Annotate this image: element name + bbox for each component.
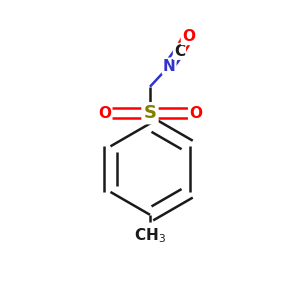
- Text: O: O: [182, 29, 195, 44]
- Text: N: N: [163, 58, 175, 74]
- Text: O: O: [98, 106, 111, 121]
- Text: CH$_3$: CH$_3$: [134, 226, 166, 245]
- Text: O: O: [189, 106, 202, 121]
- Text: S: S: [143, 104, 157, 122]
- Text: C: C: [174, 44, 185, 59]
